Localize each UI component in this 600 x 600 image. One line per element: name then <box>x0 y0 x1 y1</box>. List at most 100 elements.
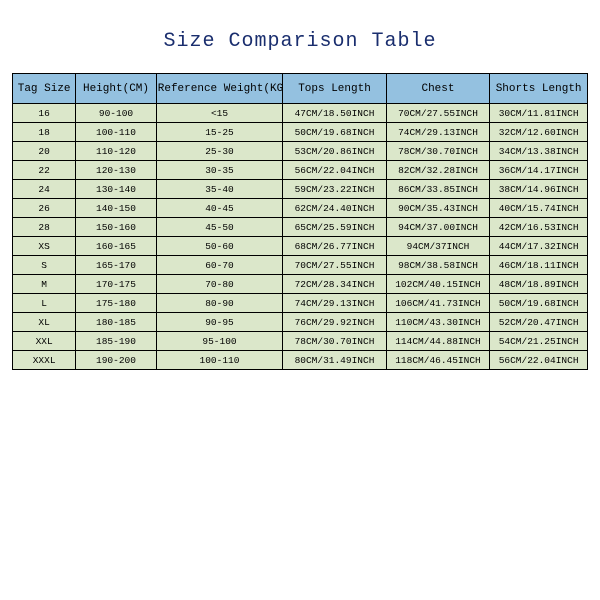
col-header-weight: Reference Weight(KG) <box>156 74 283 104</box>
col-header-tops-length: Tops Length <box>283 74 387 104</box>
table-cell: 90CM/35.43INCH <box>386 199 490 218</box>
table-cell: 102CM/40.15INCH <box>386 275 490 294</box>
table-cell: 78CM/30.70INCH <box>283 332 387 351</box>
table-cell: 82CM/32.28INCH <box>386 161 490 180</box>
table-cell: M <box>13 275 76 294</box>
table-row: 22120-13030-3556CM/22.04INCH82CM/32.28IN… <box>13 161 588 180</box>
table-cell: 100-110 <box>76 123 157 142</box>
table-row: XXXL190-200100-11080CM/31.49INCH118CM/46… <box>13 351 588 370</box>
size-comparison-table: Tag Size Height(CM) Reference Weight(KG)… <box>12 73 588 370</box>
table-cell: 44CM/17.32INCH <box>490 237 588 256</box>
table-cell: S <box>13 256 76 275</box>
table-cell: 76CM/29.92INCH <box>283 313 387 332</box>
table-cell: 160-165 <box>76 237 157 256</box>
table-cell: 45-50 <box>156 218 283 237</box>
table-cell: XXXL <box>13 351 76 370</box>
table-cell: 110CM/43.30INCH <box>386 313 490 332</box>
table-cell: 40-45 <box>156 199 283 218</box>
table-row: XXL185-19095-10078CM/30.70INCH114CM/44.8… <box>13 332 588 351</box>
table-cell: 190-200 <box>76 351 157 370</box>
table-cell: L <box>13 294 76 313</box>
table-cell: 25-30 <box>156 142 283 161</box>
table-cell: 62CM/24.40INCH <box>283 199 387 218</box>
size-table-container: Size Comparison Table Tag Size Height(CM… <box>0 0 600 370</box>
table-cell: 26 <box>13 199 76 218</box>
table-cell: 24 <box>13 180 76 199</box>
table-cell: 22 <box>13 161 76 180</box>
table-cell: 30-35 <box>156 161 283 180</box>
table-cell: 114CM/44.88INCH <box>386 332 490 351</box>
table-cell: 65CM/25.59INCH <box>283 218 387 237</box>
table-cell: 120-130 <box>76 161 157 180</box>
table-cell: 175-180 <box>76 294 157 313</box>
table-cell: 28 <box>13 218 76 237</box>
table-cell: XL <box>13 313 76 332</box>
table-cell: 18 <box>13 123 76 142</box>
table-cell: 100-110 <box>156 351 283 370</box>
table-cell: 50CM/19.68INCH <box>490 294 588 313</box>
table-header-row: Tag Size Height(CM) Reference Weight(KG)… <box>13 74 588 104</box>
table-cell: 68CM/26.77INCH <box>283 237 387 256</box>
col-header-chest: Chest <box>386 74 490 104</box>
table-cell: 16 <box>13 104 76 123</box>
col-header-shorts-length: Shorts Length <box>490 74 588 104</box>
table-cell: 50CM/19.68INCH <box>283 123 387 142</box>
table-row: XS160-16550-6068CM/26.77INCH94CM/37INCH4… <box>13 237 588 256</box>
table-cell: 70CM/27.55INCH <box>386 104 490 123</box>
table-cell: XS <box>13 237 76 256</box>
table-title: Size Comparison Table <box>12 30 588 53</box>
table-row: 28150-16045-5065CM/25.59INCH94CM/37.00IN… <box>13 218 588 237</box>
table-cell: 32CM/12.60INCH <box>490 123 588 142</box>
table-row: 18100-11015-2550CM/19.68INCH74CM/29.13IN… <box>13 123 588 142</box>
table-cell: 59CM/23.22INCH <box>283 180 387 199</box>
table-cell: 106CM/41.73INCH <box>386 294 490 313</box>
table-row: 24130-14035-4059CM/23.22INCH86CM/33.85IN… <box>13 180 588 199</box>
table-row: 26140-15040-4562CM/24.40INCH90CM/35.43IN… <box>13 199 588 218</box>
table-cell: 53CM/20.86INCH <box>283 142 387 161</box>
table-row: 1690-100<1547CM/18.50INCH70CM/27.55INCH3… <box>13 104 588 123</box>
table-cell: 110-120 <box>76 142 157 161</box>
table-cell: 52CM/20.47INCH <box>490 313 588 332</box>
table-cell: 90-95 <box>156 313 283 332</box>
table-cell: 130-140 <box>76 180 157 199</box>
table-cell: <15 <box>156 104 283 123</box>
table-cell: 185-190 <box>76 332 157 351</box>
col-header-tag-size: Tag Size <box>13 74 76 104</box>
table-cell: 78CM/30.70INCH <box>386 142 490 161</box>
table-cell: 48CM/18.89INCH <box>490 275 588 294</box>
table-cell: 47CM/18.50INCH <box>283 104 387 123</box>
table-cell: 118CM/46.45INCH <box>386 351 490 370</box>
table-cell: 46CM/18.11INCH <box>490 256 588 275</box>
table-cell: 42CM/16.53INCH <box>490 218 588 237</box>
table-cell: 74CM/29.13INCH <box>386 123 490 142</box>
table-cell: 30CM/11.81INCH <box>490 104 588 123</box>
table-cell: 50-60 <box>156 237 283 256</box>
table-body: 1690-100<1547CM/18.50INCH70CM/27.55INCH3… <box>13 104 588 370</box>
table-cell: 94CM/37.00INCH <box>386 218 490 237</box>
table-cell: 36CM/14.17INCH <box>490 161 588 180</box>
table-row: 20110-12025-3053CM/20.86INCH78CM/30.70IN… <box>13 142 588 161</box>
table-cell: 90-100 <box>76 104 157 123</box>
table-cell: 20 <box>13 142 76 161</box>
table-cell: 35-40 <box>156 180 283 199</box>
table-row: XL180-18590-9576CM/29.92INCH110CM/43.30I… <box>13 313 588 332</box>
table-row: L175-18080-9074CM/29.13INCH106CM/41.73IN… <box>13 294 588 313</box>
table-cell: 40CM/15.74INCH <box>490 199 588 218</box>
table-cell: 70-80 <box>156 275 283 294</box>
table-cell: 80-90 <box>156 294 283 313</box>
table-cell: 140-150 <box>76 199 157 218</box>
table-cell: 38CM/14.96INCH <box>490 180 588 199</box>
table-cell: 74CM/29.13INCH <box>283 294 387 313</box>
table-cell: 170-175 <box>76 275 157 294</box>
table-cell: XXL <box>13 332 76 351</box>
table-cell: 15-25 <box>156 123 283 142</box>
table-cell: 86CM/33.85INCH <box>386 180 490 199</box>
table-cell: 54CM/21.25INCH <box>490 332 588 351</box>
table-cell: 98CM/38.58INCH <box>386 256 490 275</box>
table-cell: 56CM/22.04INCH <box>283 161 387 180</box>
col-header-height: Height(CM) <box>76 74 157 104</box>
table-cell: 95-100 <box>156 332 283 351</box>
table-cell: 72CM/28.34INCH <box>283 275 387 294</box>
table-cell: 180-185 <box>76 313 157 332</box>
table-cell: 165-170 <box>76 256 157 275</box>
